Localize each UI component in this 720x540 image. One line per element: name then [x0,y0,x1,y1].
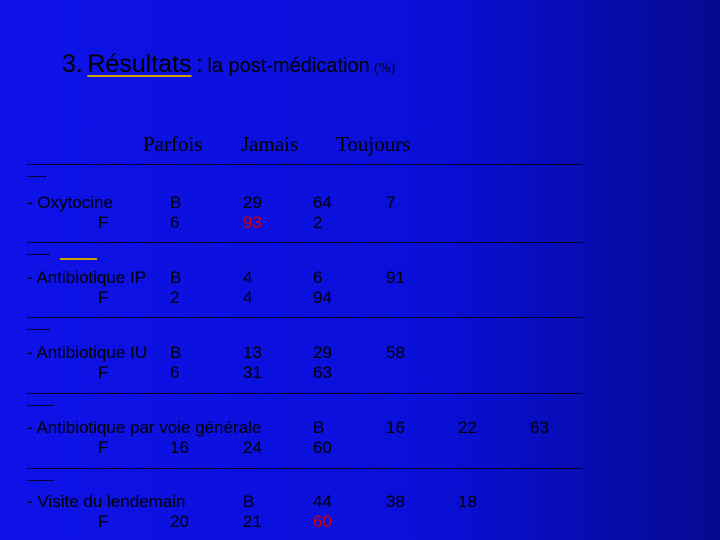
value-cell: 2 [313,213,323,232]
value-cell: 6 [170,213,180,232]
value-cell: 4 [243,268,253,287]
value-cell: 22 [458,418,477,437]
row-tag-f: F [98,213,109,232]
separator-tail: ------ [27,321,50,335]
value-cell: 31 [243,363,262,382]
value-cell: 7 [386,193,396,212]
separator-line: ----------------------------------------… [27,158,692,182]
separator-tail: ------- [27,472,54,486]
page-title: 3. Résultats : la post-médication (%) [62,50,395,79]
header-parfois: Parfois [143,132,203,156]
title-number: 3. [62,50,83,78]
value-cell: 18 [458,492,477,511]
row-tag-f: F [98,512,109,531]
row-tag-f: F [98,288,109,307]
value-cell: 20 [170,512,189,531]
title-subtitle: la post-médication [207,55,370,77]
yellow-underline [60,258,97,260]
row-tag-b: B [313,418,325,437]
value-cell: 29 [313,343,332,362]
value-cell: 91 [386,268,405,287]
separator-tail: ------- [27,397,54,411]
value-cell: 6 [313,268,323,287]
separator-line: ----------------------------------------… [27,462,692,486]
value-cell: 63 [530,418,549,437]
row-label-antibiotique-iu: - Antibiotique IU [27,343,148,362]
row-label-visite-lendemain: - Visite du lendemain [27,492,186,511]
value-cell-highlight: 60 [313,512,332,531]
value-cell: 24 [243,438,262,457]
separator-line: ----------------------------------------… [27,236,692,260]
separator-dashes: ----------------------------------------… [27,387,583,400]
value-cell: 38 [386,492,405,511]
separator-tail: ------ [27,246,50,260]
value-cell: 6 [170,363,180,382]
value-cell: 64 [313,193,332,212]
row-label-oxytocine: - Oxytocine [27,193,113,212]
title-separator: : [195,50,203,78]
title-unit: (%) [374,61,396,76]
value-cell: 94 [313,288,332,307]
separator-dashes: ----------------------------------------… [27,236,583,249]
value-cell: 29 [243,193,262,212]
row-tag-b: B [170,268,182,287]
header-toujours: Toujours [336,132,411,156]
separator-tail: ----- [27,168,47,182]
header-jamais: Jamais [241,132,299,156]
value-cell: 4 [243,288,253,307]
value-cell: 44 [313,492,332,511]
row-tag-f: F [98,438,109,457]
value-cell: 21 [243,512,262,531]
row-tag-b: B [170,343,182,362]
row-tag-f: F [98,363,109,382]
separator-dashes: ----------------------------------------… [27,311,583,324]
title-main: Résultats [87,50,192,78]
value-cell: 58 [386,343,405,362]
separator-dashes: ----------------------------------------… [27,462,583,475]
value-cell-highlight: 93 [243,213,262,232]
value-cell: 2 [170,288,180,307]
value-cell: 63 [313,363,332,382]
value-cell: 60 [313,438,332,457]
separator-dashes: ----------------------------------------… [27,158,583,171]
separator-line: ----------------------------------------… [27,311,692,335]
value-cell: 16 [386,418,405,437]
value-cell: 13 [243,343,262,362]
row-tag-b: B [243,492,255,511]
row-label-antibiotique-voie-generale: - Antibiotique par voie générale [27,418,262,437]
row-tag-b: B [170,193,182,212]
row-label-antibiotique-ip: - Antibiotique IP [27,268,147,287]
value-cell: 16 [170,438,189,457]
separator-line: ----------------------------------------… [27,387,692,411]
